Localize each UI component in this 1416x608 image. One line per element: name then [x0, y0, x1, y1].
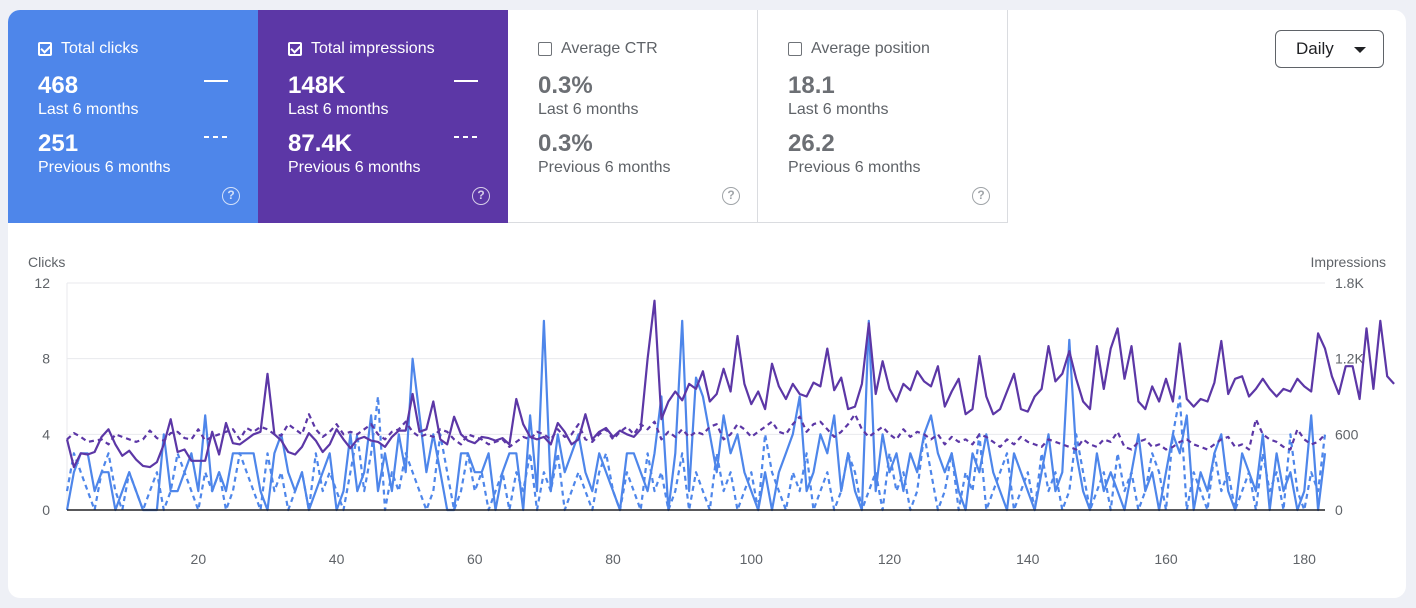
performance-card: Total clicks 468 Last 6 months 251 Previ… [8, 10, 1406, 598]
help-icon[interactable]: ? [472, 187, 490, 205]
y-left-tick-label: 12 [34, 275, 50, 291]
metric-tile-ctr[interactable]: Average CTR 0.3% Last 6 months 0.3% Prev… [508, 10, 758, 223]
metric-previous-period: Previous 6 months [38, 159, 171, 176]
y-axis-right-title: Impressions [1310, 254, 1386, 270]
checkbox-icon[interactable] [538, 42, 552, 56]
y-left-tick-label: 8 [42, 351, 50, 367]
series-line-right-previous [66, 413, 1326, 451]
help-icon[interactable]: ? [972, 187, 990, 205]
series-line-left-current [65, 319, 1327, 512]
y-right-tick-label: 0 [1335, 502, 1343, 518]
metric-tile-impressions[interactable]: Total impressions 148K Last 6 months 87.… [258, 10, 508, 223]
legend-dashed-line-icon [454, 136, 478, 138]
caret-down-icon [1354, 47, 1366, 53]
metric-tiles: Total clicks 468 Last 6 months 251 Previ… [8, 10, 1008, 223]
metric-previous-period: Previous 6 months [788, 159, 921, 176]
x-tick-label: 40 [329, 551, 345, 567]
help-icon[interactable]: ? [222, 187, 240, 205]
x-tick-label: 20 [191, 551, 207, 567]
x-tick-label: 180 [1293, 551, 1317, 567]
metric-tile-clicks[interactable]: Total clicks 468 Last 6 months 251 Previ… [8, 10, 258, 223]
x-tick-label: 120 [878, 551, 902, 567]
x-tick-label: 140 [1016, 551, 1040, 567]
y-left-tick-label: 4 [42, 426, 50, 442]
x-tick-label: 60 [467, 551, 483, 567]
legend-solid-line-icon [454, 80, 478, 82]
series-line-left-previous [65, 395, 1327, 512]
granularity-dropdown[interactable]: Daily [1275, 30, 1384, 68]
metric-tile-header: Total clicks [38, 40, 138, 58]
metric-previous-value: 251 [38, 130, 79, 157]
checkbox-icon[interactable] [288, 42, 302, 56]
checkbox-icon[interactable] [788, 42, 802, 56]
x-tick-label: 100 [740, 551, 764, 567]
y-right-tick-label: 600 [1335, 426, 1359, 442]
y-left-tick-label: 0 [42, 502, 50, 518]
metric-previous-period: Previous 6 months [288, 159, 421, 176]
metric-previous-value: 87.4K [288, 130, 353, 157]
metric-current-period: Last 6 months [538, 101, 639, 118]
granularity-value: Daily [1296, 39, 1334, 58]
metric-label: Average position [811, 40, 930, 57]
metric-previous-value: 0.3% [538, 130, 593, 157]
x-tick-label: 80 [605, 551, 621, 567]
metric-tile-header: Average CTR [538, 40, 658, 58]
metric-current-value: 148K [288, 72, 346, 99]
checkbox-icon[interactable] [38, 42, 52, 56]
metric-current-period: Last 6 months [38, 101, 139, 118]
metric-current-period: Last 6 months [788, 101, 889, 118]
metric-tile-header: Total impressions [288, 40, 435, 58]
help-icon[interactable]: ? [722, 187, 740, 205]
metric-current-value: 18.1 [788, 72, 835, 99]
x-tick-label: 160 [1154, 551, 1178, 567]
metric-current-value: 468 [38, 72, 79, 99]
metric-label: Total clicks [61, 40, 139, 57]
metric-tile-position[interactable]: Average position 18.1 Last 6 months 26.2… [758, 10, 1008, 223]
legend-solid-line-icon [204, 80, 228, 82]
y-right-tick-label: 1.8K [1335, 275, 1364, 291]
metric-previous-period: Previous 6 months [538, 159, 671, 176]
metric-current-value: 0.3% [538, 72, 593, 99]
performance-chart[interactable]: 0 0 4 600 8 1.2K 12 1.8K 20 40 60 80 100 120 140 160 180 [8, 10, 1406, 598]
series-line-right-current [65, 299, 1395, 469]
metric-previous-value: 26.2 [788, 130, 835, 157]
metric-tile-header: Average position [788, 40, 930, 58]
metric-label: Total impressions [311, 40, 435, 57]
y-axis-left-title: Clicks [28, 254, 66, 270]
metric-current-period: Last 6 months [288, 101, 389, 118]
legend-dashed-line-icon [204, 136, 228, 138]
y-right-tick-label: 1.2K [1335, 351, 1364, 367]
metric-label: Average CTR [561, 40, 658, 57]
